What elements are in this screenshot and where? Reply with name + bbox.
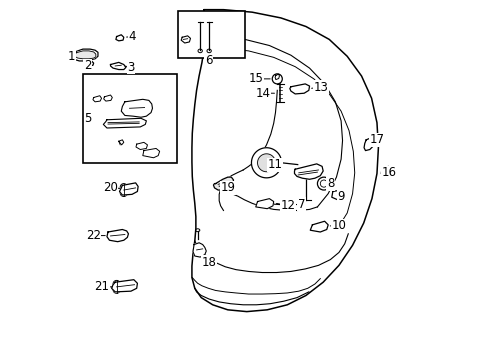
- Polygon shape: [143, 148, 160, 158]
- Text: 19: 19: [220, 181, 236, 194]
- Text: 22: 22: [86, 229, 101, 242]
- Text: 20: 20: [103, 181, 118, 194]
- Polygon shape: [214, 177, 234, 190]
- Polygon shape: [122, 99, 152, 117]
- Text: 9: 9: [338, 190, 345, 203]
- Text: 12: 12: [281, 199, 296, 212]
- Polygon shape: [107, 229, 128, 242]
- Text: 11: 11: [267, 158, 282, 171]
- Polygon shape: [258, 154, 275, 172]
- FancyBboxPatch shape: [83, 74, 177, 163]
- Polygon shape: [364, 138, 374, 150]
- Polygon shape: [181, 36, 191, 43]
- Text: 1: 1: [68, 50, 75, 63]
- Text: 18: 18: [202, 256, 217, 269]
- Polygon shape: [332, 190, 344, 200]
- Polygon shape: [294, 164, 323, 179]
- Polygon shape: [251, 148, 282, 178]
- Polygon shape: [104, 95, 112, 101]
- FancyBboxPatch shape: [177, 11, 245, 58]
- Polygon shape: [111, 62, 126, 69]
- Polygon shape: [75, 51, 96, 59]
- Polygon shape: [72, 49, 98, 61]
- Polygon shape: [120, 183, 138, 195]
- Text: 2: 2: [84, 59, 91, 72]
- Polygon shape: [103, 118, 147, 128]
- Text: 14: 14: [256, 87, 271, 100]
- Polygon shape: [112, 280, 137, 292]
- Polygon shape: [310, 221, 328, 232]
- Polygon shape: [290, 84, 310, 94]
- Text: 13: 13: [314, 81, 329, 94]
- Polygon shape: [256, 199, 274, 209]
- Polygon shape: [193, 243, 206, 257]
- Text: 21: 21: [95, 280, 109, 293]
- Text: 6: 6: [205, 54, 212, 67]
- Text: 4: 4: [128, 30, 136, 43]
- Text: 8: 8: [327, 177, 334, 190]
- Polygon shape: [87, 61, 94, 66]
- Text: 15: 15: [249, 72, 264, 85]
- Text: 10: 10: [332, 219, 346, 233]
- Polygon shape: [93, 96, 101, 102]
- Text: 17: 17: [370, 133, 385, 146]
- Polygon shape: [136, 142, 147, 149]
- Text: 5: 5: [84, 112, 92, 125]
- Polygon shape: [116, 35, 124, 41]
- Text: 16: 16: [382, 166, 397, 179]
- Polygon shape: [381, 166, 392, 177]
- Text: 7: 7: [298, 198, 306, 211]
- Text: 3: 3: [127, 60, 135, 73]
